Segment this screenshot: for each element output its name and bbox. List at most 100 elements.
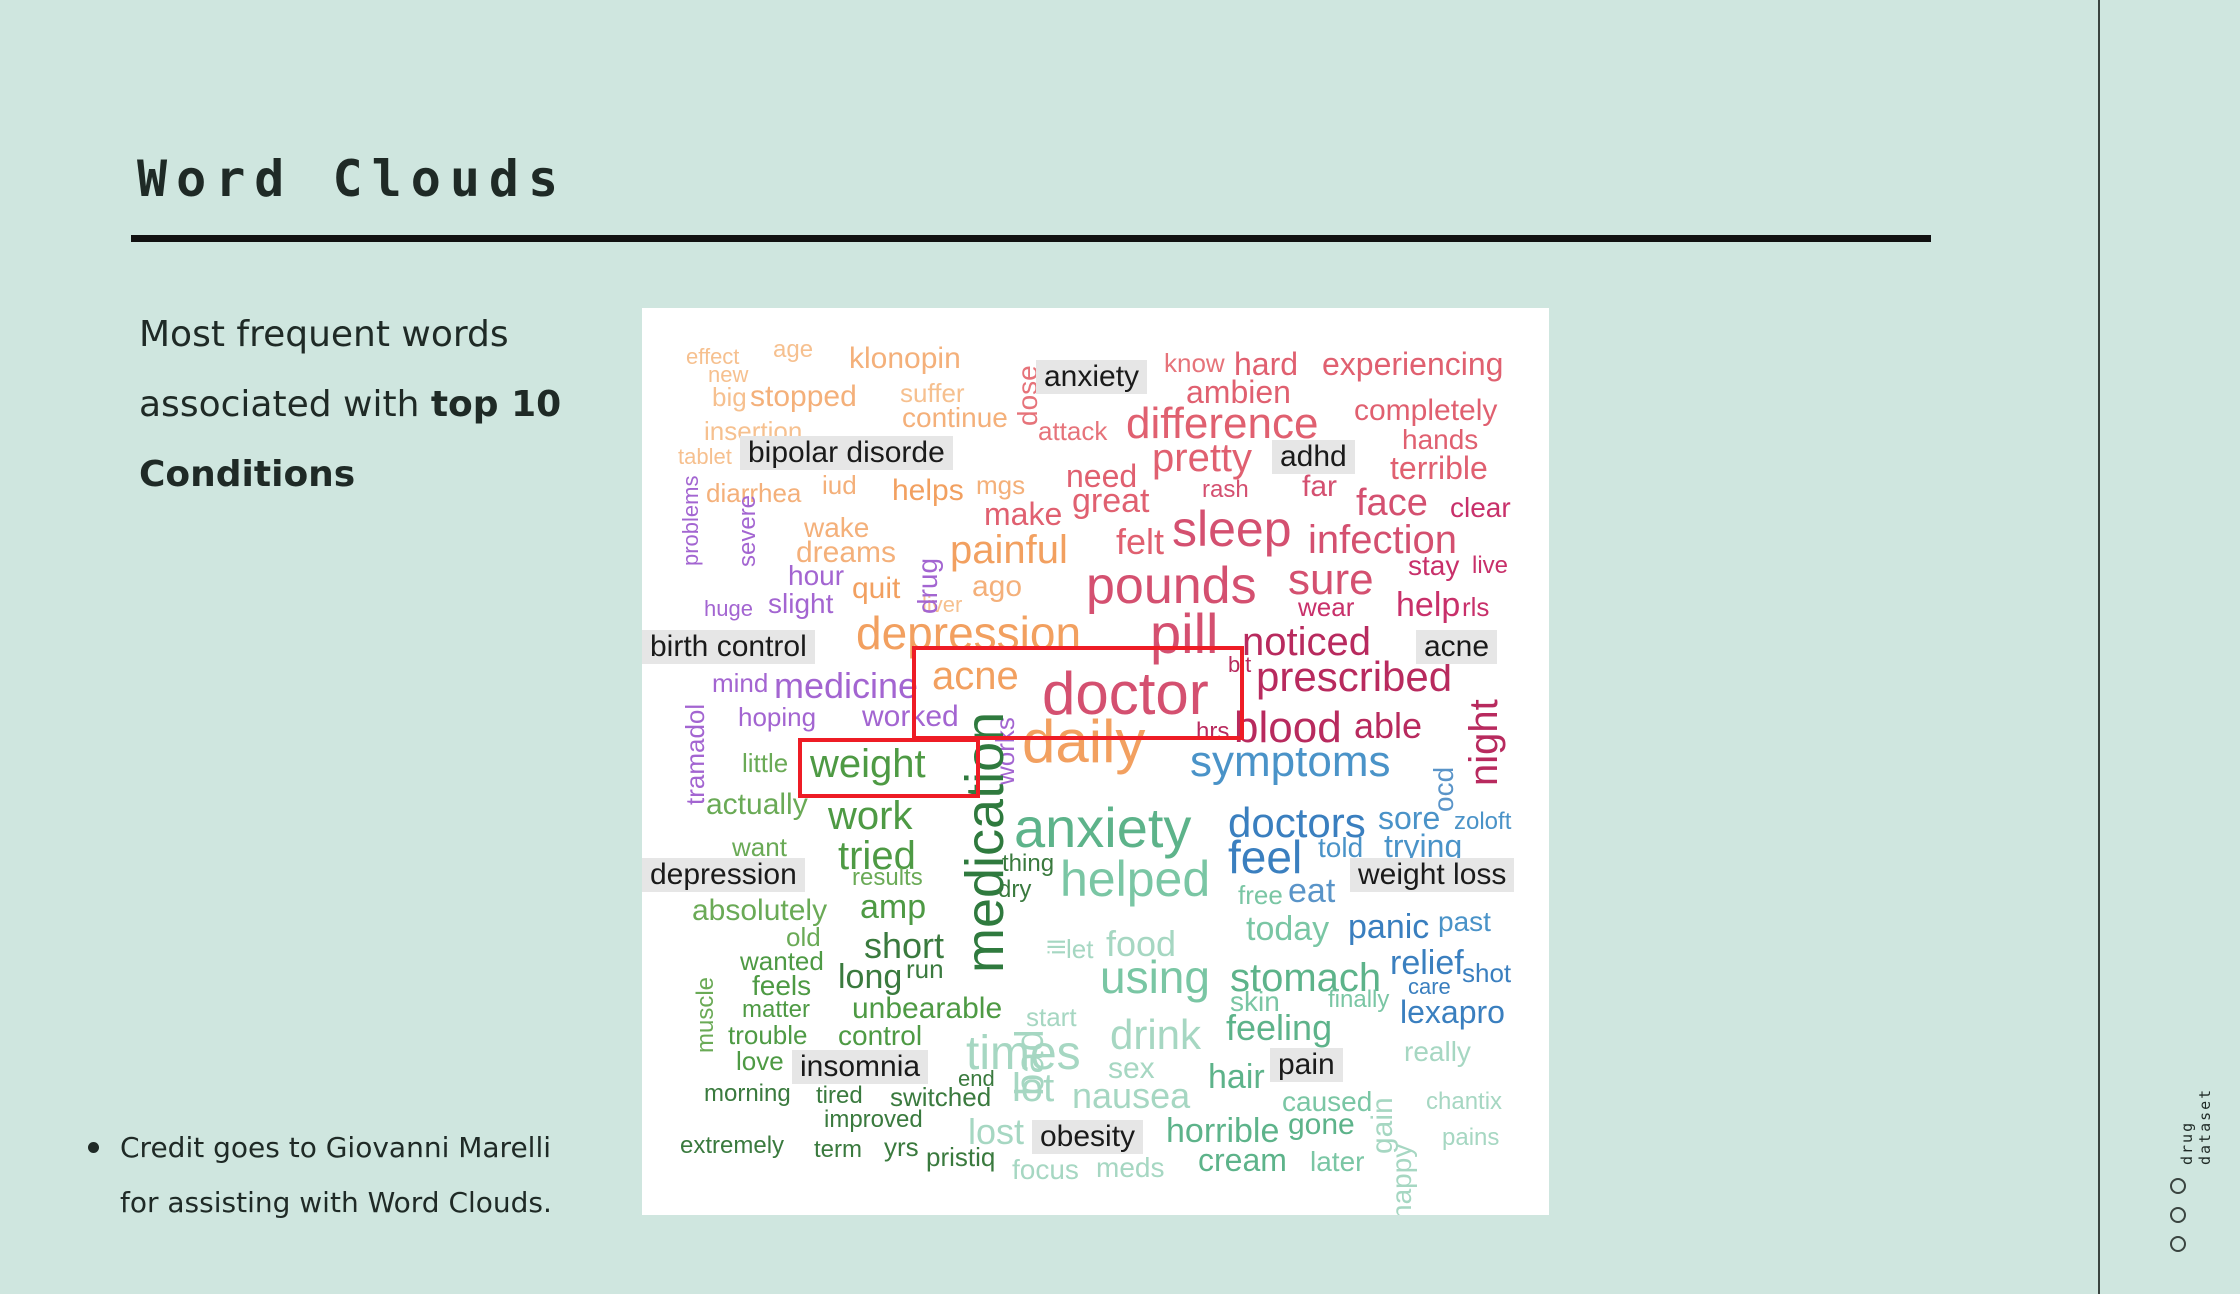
nav-dot-2[interactable] — [2170, 1207, 2186, 1223]
cloud-word-need: need — [1066, 458, 1138, 494]
title-underline — [131, 235, 1931, 242]
cloud-condition-label: adhd — [1272, 440, 1355, 474]
cloud-word-short: short — [864, 925, 945, 966]
cloud-word-stay: stay — [1408, 550, 1460, 581]
cloud-word-experiencing: experiencing — [1322, 346, 1504, 382]
nav-dot-3[interactable] — [2170, 1236, 2186, 1252]
cloud-word-absolutely: absolutely — [692, 894, 828, 927]
cloud-word-rash: rash — [1202, 476, 1249, 503]
cloud-word-mgs: mgs — [976, 470, 1026, 500]
cloud-word-ago: ago — [972, 570, 1023, 603]
cloud-word-relief: relief — [1390, 944, 1464, 982]
cloud-word-feel: feel — [1228, 831, 1303, 883]
cloud-word-amp: amp — [860, 888, 927, 926]
cloud-word-stopped: stopped — [750, 380, 857, 413]
cloud-word-iud: iud — [822, 470, 857, 500]
cloud-word-feels: feels — [752, 970, 812, 1001]
cloud-word-hard: hard — [1234, 346, 1299, 382]
cloud-word-tried: tried — [838, 834, 916, 878]
nav-dot-1[interactable] — [2170, 1178, 2186, 1194]
cloud-word-stomach: stomach — [1230, 956, 1382, 1000]
cloud-word-care: care — [1408, 974, 1451, 999]
cloud-word-sore: sore — [1378, 800, 1441, 836]
intro-bold2: Conditions — [139, 454, 356, 495]
cloud-word-huge: huge — [704, 596, 753, 621]
cloud-word-mind: mind — [712, 668, 769, 698]
cloud-condition-label: depression — [642, 858, 805, 892]
intro-line1: Most frequent words — [139, 314, 509, 355]
cloud-word-age: age — [773, 336, 814, 363]
cloud-word-finally: finally — [1328, 986, 1390, 1013]
cloud-word-shot: shot — [1462, 958, 1512, 988]
cloud-word-slight: slight — [768, 588, 834, 619]
cloud-word-extremely: extremely — [680, 1132, 785, 1159]
cloud-word-doctors: doctors — [1228, 799, 1366, 846]
cloud-word-pains: pains — [1442, 1124, 1500, 1151]
credit-line2: for assisting with Word Clouds. — [120, 1186, 552, 1219]
cloud-word-let: let — [1066, 934, 1094, 964]
cloud-word-hoping: hoping — [738, 702, 817, 732]
cloud-word-caused: caused — [1282, 1086, 1373, 1117]
cloud-word-wear: wear — [1298, 592, 1355, 622]
cloud-word-trying: trying — [1384, 828, 1463, 864]
cloud-word-want: want — [732, 832, 787, 862]
cloud-word-symptoms: symptoms — [1190, 737, 1391, 786]
cloud-word-told: told — [1318, 832, 1364, 863]
cloud-word-tramadol: tramadol — [680, 704, 710, 806]
highlight-box-doctor — [912, 646, 1244, 740]
cloud-word-pristiq: pristiq — [926, 1142, 996, 1172]
cloud-word-long: long — [838, 958, 903, 996]
cloud-word-times: times — [966, 1027, 1081, 1080]
cloud-word-clear: clear — [1450, 492, 1511, 523]
intro-line2: associated with — [139, 384, 431, 425]
cloud-word-nausea: nausea — [1072, 1075, 1191, 1116]
cloud-word-happy: happy — [1386, 1143, 1417, 1215]
cloud-word-little: little — [742, 748, 789, 778]
cloud-word-medicine: medicine — [774, 665, 919, 706]
cloud-word-dry: dry — [998, 876, 1032, 903]
cloud-word-later: later — [1310, 1146, 1365, 1177]
cloud-word-liver: liver — [922, 592, 963, 617]
cloud-word-face: face — [1356, 482, 1428, 524]
cloud-word-severe: severe — [734, 494, 761, 567]
cloud-word-attack: attack — [1038, 416, 1108, 446]
highlight-box-weight — [798, 738, 980, 798]
cloud-word-past: past — [1438, 906, 1491, 937]
cloud-word-completely: completely — [1354, 394, 1498, 427]
cloud-word-new: new — [708, 362, 749, 387]
cloud-word-blood: blood — [1234, 703, 1342, 752]
cloud-word-run: run — [906, 954, 944, 984]
cloud-word-zoloft: zoloft — [1454, 808, 1512, 835]
cloud-word-old: old — [786, 922, 821, 952]
cloud-word-improved: improved — [824, 1106, 923, 1133]
cloud-word-morning: morning — [704, 1080, 791, 1107]
cloud-word-pounds: pounds — [1086, 557, 1257, 615]
cloud-word-difference: difference — [1126, 399, 1319, 448]
cloud-word-chantix: chantix — [1426, 1088, 1503, 1115]
cloud-condition-label: birth control — [642, 630, 815, 664]
cloud-word-actually: actually — [706, 788, 808, 821]
credit-note: Credit goes to Giovanni Marelli for assi… — [88, 1120, 628, 1230]
cloud-word-work: work — [828, 794, 913, 838]
word-cloud-image: effect age klonopin new big stopped suffer cont… — [642, 308, 1549, 1215]
cloud-word-daily: daily — [1022, 708, 1146, 775]
cloud-word-horrible: horrible — [1166, 1112, 1280, 1150]
cloud-word-panic: panic — [1348, 908, 1430, 946]
cloud-word-drink: drink — [1110, 1011, 1202, 1058]
cloud-word-end: end — [958, 1066, 995, 1091]
cloud-word-infection: infection — [1308, 518, 1457, 562]
cloud-word-sex: sex — [1108, 1052, 1155, 1085]
cloud-word-love: love — [736, 1046, 784, 1076]
cloud-word-bit: bit — [1228, 652, 1252, 677]
cloud-word-food: food — [1106, 923, 1177, 964]
cloud-word-helped: helped — [1060, 851, 1211, 907]
cloud-word-unbearable: unbearable — [852, 992, 1003, 1025]
cloud-condition-label: anxiety — [1036, 360, 1148, 394]
cloud-word-sure: sure — [1288, 555, 1374, 604]
credit-line1: Credit goes to Giovanni Marelli — [120, 1131, 552, 1164]
cloud-word-focus: focus — [1012, 1154, 1079, 1185]
cloud-word-klonopin: klonopin — [849, 342, 961, 375]
cloud-word-big: big — [712, 382, 747, 412]
cloud-word-doctor: doctor — [1042, 660, 1209, 727]
cloud-word-lot: lot — [1012, 1066, 1055, 1110]
